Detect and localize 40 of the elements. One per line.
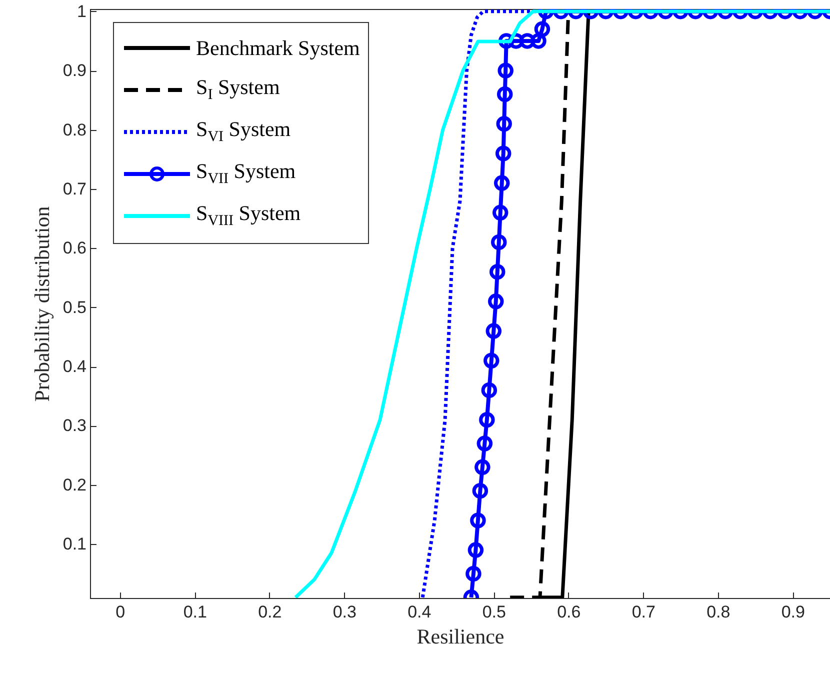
point [470, 512, 486, 528]
point [479, 412, 495, 428]
y-tick-label: 0.4 [62, 357, 86, 376]
point [468, 542, 484, 558]
x-tick-label: 0.7 [632, 602, 656, 622]
x-tick-label: 0 [116, 602, 126, 622]
y-tick-label: 0.6 [62, 238, 86, 258]
point [472, 482, 488, 499]
x-tick-label: 0.9 [781, 602, 805, 622]
x-tick-label: 0.6 [557, 602, 581, 622]
y-tick-label: 0.8 [62, 120, 86, 140]
x-tick-label: 0.5 [482, 602, 506, 622]
point [490, 234, 507, 250]
y-tick-label: 0.3 [62, 416, 86, 436]
y-tick-label: 0.5 [62, 298, 86, 317]
point [490, 264, 506, 280]
y-axis-title: Probability distribution [30, 206, 54, 402]
x-tick-label: 0.1 [183, 602, 207, 622]
legend-label: S$_{VI}$ System [196, 117, 291, 147]
point [484, 352, 500, 368]
legend-label: S$_{I}$ System [196, 75, 280, 105]
x-tick-label: 0.3 [332, 602, 356, 622]
x-axis-title: Resilience [416, 624, 504, 648]
x-tick-label: 0.2 [258, 602, 282, 622]
point [476, 436, 493, 452]
point [481, 382, 498, 398]
point [486, 323, 502, 339]
y-tick-label: 0.9 [62, 61, 86, 80]
x-tick-label: 0.8 [706, 602, 730, 622]
y-tick-label: 0.2 [62, 475, 86, 494]
x-tick-label: 0.4 [408, 602, 432, 622]
point [466, 566, 482, 582]
y-tick-label: 0.1 [62, 534, 86, 554]
y-tick-label: 0.7 [62, 179, 86, 198]
y-tick-label: 1 [77, 2, 86, 21]
point [488, 294, 504, 310]
legend-label: S$_{VIII}$ System [196, 201, 301, 231]
legend-label: Benchmark System [196, 36, 360, 60]
legend-label: S$_{VII}$ System [196, 159, 296, 189]
point [474, 459, 490, 476]
